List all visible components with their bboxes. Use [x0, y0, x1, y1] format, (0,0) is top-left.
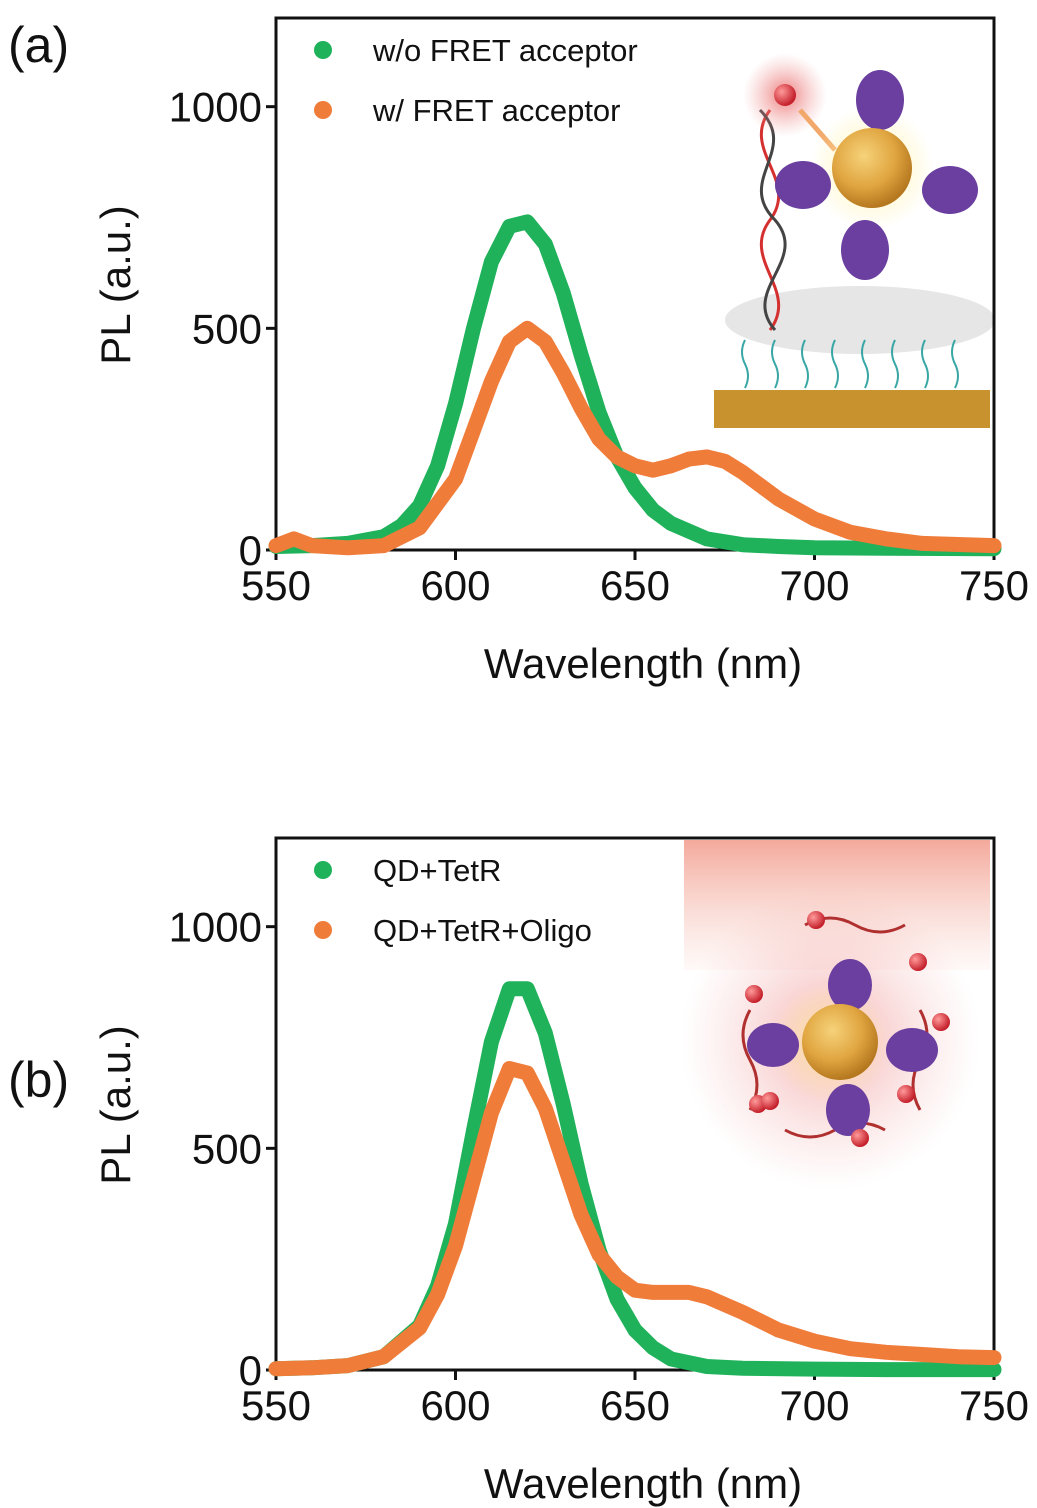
acceptor-dye-icons	[745, 911, 950, 1147]
y-tick-label-b-0: 0	[239, 1347, 262, 1394]
panel-b-label: (b)	[8, 1052, 69, 1108]
tetr-protein-icons-b	[747, 959, 938, 1136]
blocking-layer	[725, 286, 995, 354]
legend-label-a-0: w/o FRET acceptor	[372, 33, 638, 68]
legend-marker-b-0	[314, 861, 332, 879]
x-tick-label-b-750: 750	[959, 1382, 1029, 1429]
legend-label-a-1: w/ FRET acceptor	[372, 93, 621, 128]
series-line-a-1	[268, 320, 1002, 556]
acceptor-dye-icon	[774, 84, 796, 106]
dna-helix	[758, 108, 787, 331]
series-line-b-1	[268, 1061, 1002, 1377]
x-axis-title-b: Wavelength (nm)	[484, 1460, 802, 1507]
x-tick-label-b-650: 650	[600, 1382, 670, 1429]
x-tick-label-b-600: 600	[420, 1382, 490, 1429]
plot-area-b: 550 600 650 700 750 0 500 1000 Wavelength (nm) QD…	[169, 836, 1029, 1507]
legend-label-b-1: QD+TetR+Oligo	[373, 913, 592, 948]
panel-a: (a) PL (a.u.)	[8, 16, 1029, 687]
x-tick-label-a-700: 700	[779, 562, 849, 609]
x-axis-title-a: Wavelength (nm)	[484, 640, 802, 687]
quantum-dot-icon	[832, 128, 912, 208]
legend-label-b-0: QD+TetR	[373, 853, 501, 888]
y-tick-label-a-500: 500	[192, 305, 262, 352]
plot-area-a: 550 600 650 700 750 0 500 1000 Wavelength (nm) w/…	[169, 16, 1029, 687]
tetr-protein-icons	[775, 70, 978, 280]
legend-marker-a-0	[314, 41, 332, 59]
y-tick-label-a-1000: 1000	[169, 84, 262, 131]
panel-a-inset	[714, 53, 995, 428]
panel-b-y-axis-title: PL (a.u.)	[92, 1025, 139, 1185]
x-tick-label-a-600: 600	[420, 562, 490, 609]
series-line-a-0	[268, 214, 1002, 557]
y-tick-label-b-1000: 1000	[169, 904, 262, 951]
x-tick-label-a-650: 650	[600, 562, 670, 609]
surface-substrate	[714, 390, 990, 428]
x-tick-label-b-700: 700	[779, 1382, 849, 1429]
y-tick-label-b-500: 500	[192, 1125, 262, 1172]
y-tick-label-a-0: 0	[239, 527, 262, 574]
panel-a-label: (a)	[8, 17, 69, 73]
panel-b: (b) PL (a.u.)	[8, 836, 1029, 1507]
panel-a-y-axis-title: PL (a.u.)	[92, 205, 139, 365]
panel-b-inset	[680, 840, 990, 1190]
x-tick-label-a-550: 550	[241, 562, 311, 609]
legend-marker-b-1	[314, 921, 332, 939]
x-tick-label-b-550: 550	[241, 1382, 311, 1429]
x-tick-label-a-750: 750	[959, 562, 1029, 609]
quantum-dot-icon-b	[802, 1004, 878, 1080]
legend-marker-a-1	[314, 101, 332, 119]
